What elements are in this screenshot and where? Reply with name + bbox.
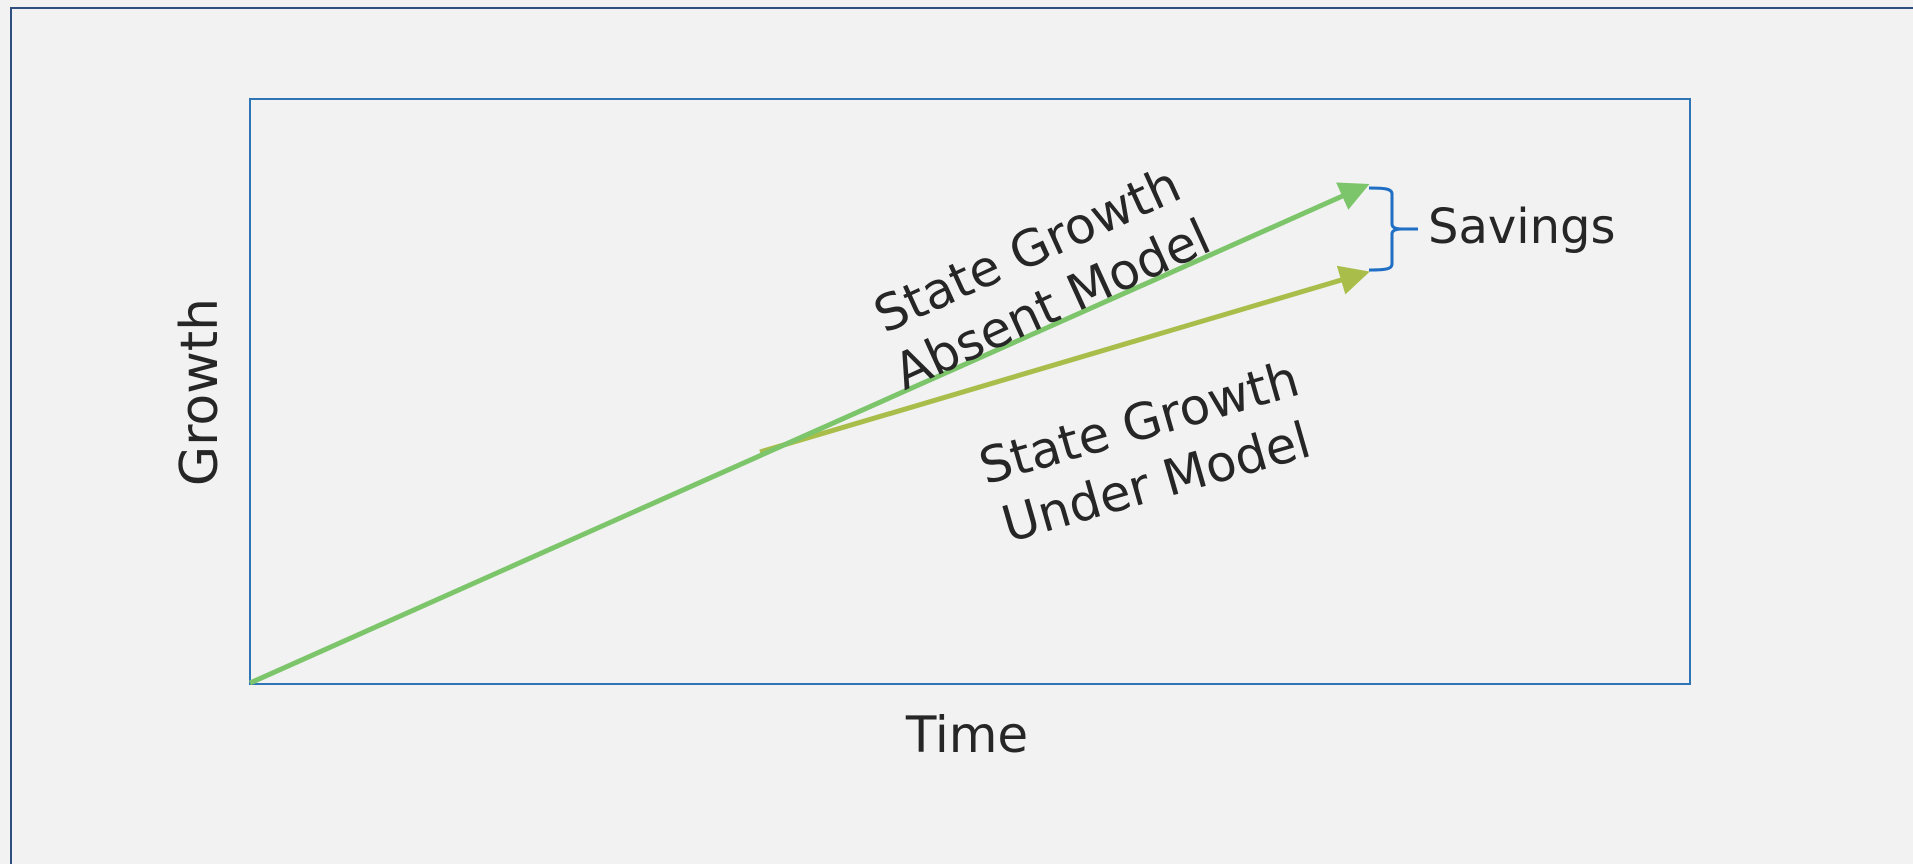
- absent-model-arrow: [248, 182, 1370, 686]
- plot-area-box: [249, 98, 1691, 685]
- savings-label: Savings: [1428, 199, 1616, 255]
- under-model-arrow: [759, 265, 1370, 455]
- y-axis-label: Growth: [170, 298, 230, 486]
- under-model-label: State Growth Under Model: [973, 350, 1317, 554]
- absent-model-label: State Growth Absent Model: [865, 155, 1218, 401]
- savings-bracket: [1368, 186, 1418, 272]
- x-axis-label: Time: [905, 706, 1028, 764]
